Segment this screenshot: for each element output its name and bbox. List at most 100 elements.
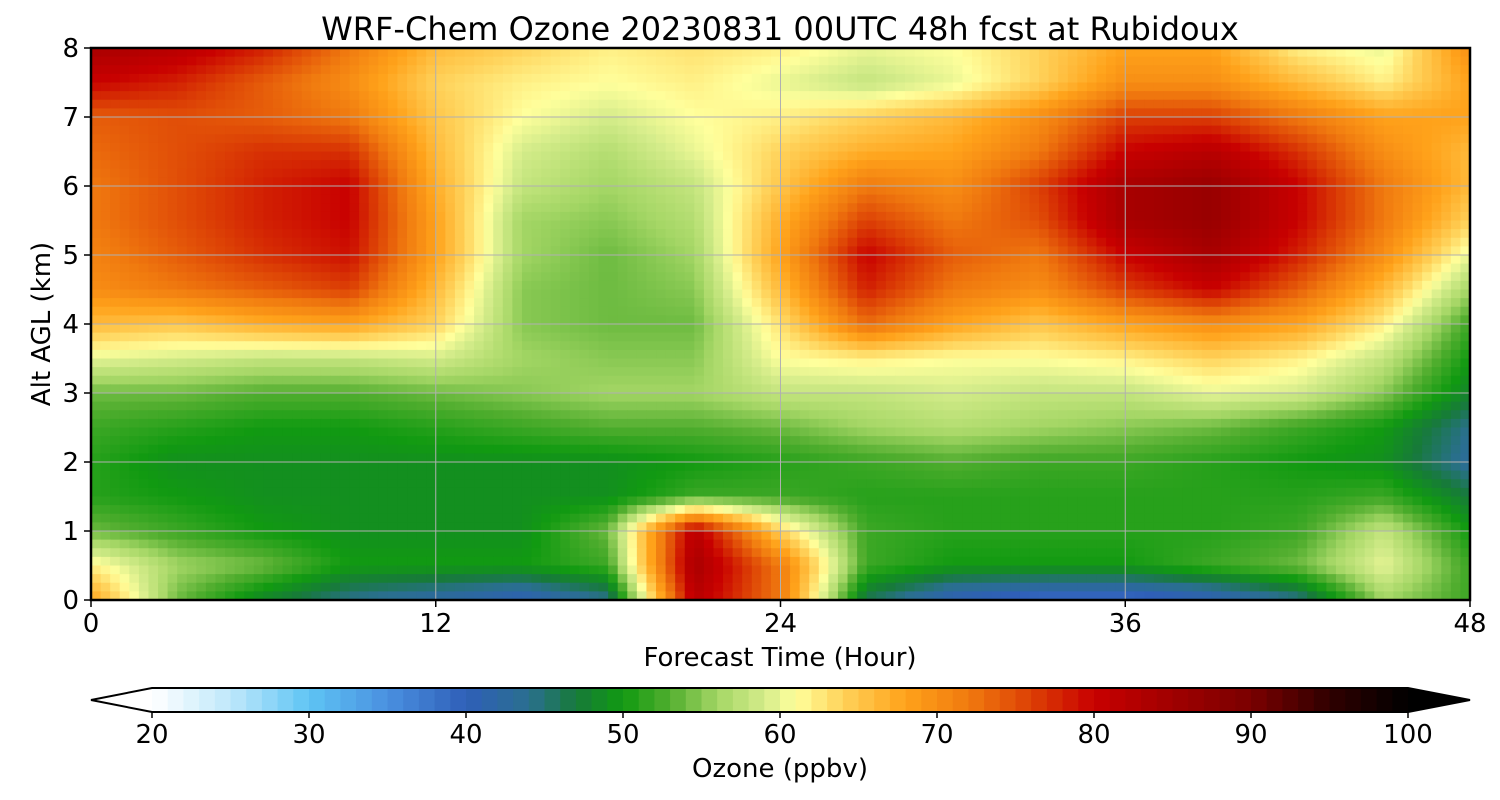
heatmap-cell bbox=[885, 246, 897, 256]
heatmap-cell bbox=[1268, 255, 1280, 265]
heatmap-cell bbox=[1278, 117, 1289, 127]
heatmap-cell bbox=[723, 237, 734, 247]
heatmap-cell bbox=[167, 151, 178, 161]
heatmap-cell bbox=[981, 246, 992, 256]
heatmap-cell bbox=[1173, 220, 1184, 230]
heatmap-cell bbox=[1441, 99, 1452, 109]
heatmap-cell bbox=[378, 48, 389, 58]
heatmap-cell bbox=[1067, 48, 1078, 58]
heatmap-cell bbox=[627, 324, 638, 334]
heatmap-cell bbox=[138, 306, 150, 316]
heatmap-cell bbox=[1086, 160, 1098, 170]
heatmap-cell bbox=[617, 151, 628, 161]
heatmap-cell bbox=[780, 341, 791, 351]
heatmap-cell bbox=[330, 289, 341, 299]
heatmap-cell bbox=[521, 263, 533, 273]
heatmap-cell bbox=[885, 142, 897, 153]
heatmap-cell bbox=[1144, 255, 1155, 265]
heatmap-cell bbox=[1450, 289, 1462, 299]
heatmap-cell bbox=[790, 203, 801, 213]
heatmap-cell bbox=[885, 48, 897, 58]
heatmap-cell bbox=[924, 125, 935, 135]
heatmap-cell bbox=[1268, 289, 1280, 299]
heatmap-cell bbox=[742, 255, 753, 265]
heatmap-cell bbox=[138, 237, 150, 247]
heatmap-cell bbox=[694, 280, 705, 291]
heatmap-cell bbox=[943, 229, 954, 239]
heatmap-cell bbox=[1316, 194, 1327, 204]
heatmap-cell bbox=[110, 211, 121, 222]
heatmap-cell bbox=[924, 315, 935, 325]
heatmap-cell bbox=[186, 142, 197, 153]
heatmap-cell bbox=[301, 341, 312, 351]
heatmap-cell bbox=[1460, 194, 1471, 204]
heatmap-cell bbox=[1000, 186, 1011, 196]
heatmap-cell bbox=[177, 134, 188, 144]
heatmap-cell bbox=[550, 117, 561, 127]
heatmap-cell bbox=[1096, 246, 1107, 256]
heatmap-cell bbox=[1125, 272, 1136, 282]
heatmap-cell bbox=[1211, 237, 1222, 247]
heatmap-cell bbox=[521, 332, 533, 342]
heatmap-cell bbox=[1153, 160, 1165, 170]
heatmap-cell bbox=[177, 73, 188, 84]
heatmap-cell bbox=[205, 108, 217, 118]
heatmap-cell bbox=[703, 237, 715, 247]
heatmap-cell bbox=[627, 341, 638, 351]
heatmap-cell bbox=[1211, 91, 1222, 101]
heatmap-cell bbox=[857, 48, 868, 58]
heatmap-cell bbox=[253, 168, 264, 178]
heatmap-cell bbox=[196, 341, 207, 351]
heatmap-cell bbox=[1182, 263, 1193, 273]
heatmap-cell bbox=[569, 168, 580, 178]
heatmap-cell bbox=[426, 168, 437, 178]
heatmap-cell bbox=[790, 237, 801, 247]
heatmap-cell bbox=[972, 298, 983, 308]
heatmap-cell bbox=[675, 306, 686, 316]
heatmap-cell bbox=[244, 56, 255, 66]
heatmap-cell bbox=[339, 220, 351, 230]
heatmap-cell bbox=[1163, 332, 1174, 342]
heatmap-cell bbox=[627, 272, 638, 282]
heatmap-cell bbox=[1106, 56, 1117, 66]
heatmap-cell bbox=[713, 280, 724, 291]
heatmap-cell bbox=[1297, 255, 1308, 265]
heatmap-cell bbox=[1393, 263, 1404, 273]
heatmap-cell bbox=[1460, 324, 1471, 334]
heatmap-cell bbox=[1048, 280, 1059, 291]
heatmap-cell bbox=[1058, 324, 1069, 334]
heatmap-cell bbox=[138, 332, 150, 342]
heatmap-cell bbox=[368, 194, 379, 204]
heatmap-cell bbox=[818, 91, 829, 101]
heatmap-cell bbox=[1240, 125, 1251, 135]
heatmap-cell bbox=[885, 332, 897, 342]
heatmap-cell bbox=[799, 237, 810, 247]
heatmap-cell bbox=[1374, 220, 1385, 230]
heatmap-cell bbox=[196, 108, 207, 118]
heatmap-cell bbox=[770, 203, 782, 213]
heatmap-cell bbox=[723, 341, 734, 351]
heatmap-cell bbox=[397, 134, 408, 144]
heatmap-cell bbox=[1288, 160, 1299, 170]
heatmap-cell bbox=[713, 341, 724, 351]
heatmap-cell bbox=[588, 125, 600, 135]
heatmap-cell bbox=[263, 272, 274, 282]
heatmap-cell bbox=[1422, 332, 1433, 342]
heatmap-cell bbox=[1019, 280, 1031, 291]
heatmap-cell bbox=[454, 237, 466, 247]
heatmap-cell bbox=[339, 48, 351, 58]
heatmap-cell bbox=[1048, 99, 1059, 109]
heatmap-cell bbox=[397, 151, 408, 161]
heatmap-cell bbox=[857, 142, 868, 153]
heatmap-cell bbox=[569, 306, 580, 316]
heatmap-cell bbox=[1134, 82, 1146, 92]
heatmap-cell bbox=[407, 186, 418, 196]
heatmap-cell bbox=[972, 117, 983, 127]
heatmap-cell bbox=[828, 194, 839, 204]
heatmap-cell bbox=[1039, 332, 1050, 342]
heatmap-cell bbox=[397, 263, 408, 273]
heatmap-cell bbox=[454, 194, 466, 204]
heatmap-cell bbox=[751, 160, 762, 170]
heatmap-cell bbox=[416, 211, 427, 222]
heatmap-cell bbox=[924, 255, 935, 265]
